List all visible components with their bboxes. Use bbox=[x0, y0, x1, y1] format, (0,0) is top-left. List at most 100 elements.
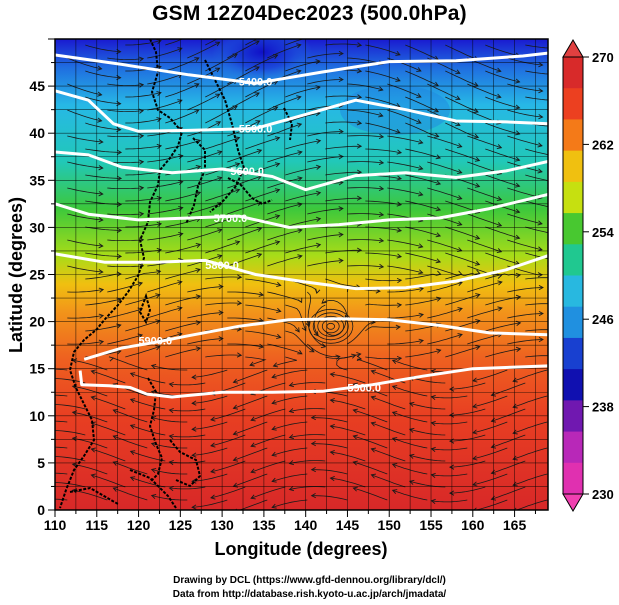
streamline bbox=[227, 253, 262, 267]
streamline bbox=[125, 270, 161, 280]
colorbar-label: 262 bbox=[592, 137, 614, 152]
streamline-arrow bbox=[475, 319, 481, 325]
streamline-arrow bbox=[112, 434, 118, 440]
streamline-arrow bbox=[156, 91, 162, 97]
streamline-arrow bbox=[276, 307, 282, 313]
streamline-arrow bbox=[236, 352, 243, 358]
streamline-arrow bbox=[234, 136, 241, 142]
lat-lon-grid bbox=[55, 39, 548, 510]
streamline-arrow bbox=[391, 489, 398, 494]
streamline-arrow bbox=[210, 442, 216, 448]
y-tick-label: 10 bbox=[29, 408, 45, 424]
streamline-arrow bbox=[352, 408, 358, 414]
streamline-arrow bbox=[537, 142, 543, 148]
streamline bbox=[192, 447, 228, 456]
streamline-arrow bbox=[276, 333, 282, 339]
streamline-arrow bbox=[515, 294, 522, 300]
streamline bbox=[525, 277, 548, 280]
streamline-arrow bbox=[556, 232, 560, 236]
streamline bbox=[285, 330, 315, 353]
streamline bbox=[107, 239, 144, 241]
streamline bbox=[445, 346, 480, 358]
streamline-arrow bbox=[98, 269, 104, 275]
streamline-arrow bbox=[177, 99, 183, 105]
streamline-arrow bbox=[430, 420, 436, 426]
streamline-arrow bbox=[195, 243, 202, 249]
streamline bbox=[107, 187, 144, 189]
colorbar-label: 270 bbox=[592, 50, 614, 65]
streamline bbox=[431, 447, 468, 451]
streamline bbox=[67, 57, 102, 70]
streamline-arrow bbox=[455, 121, 461, 127]
streamline-arrow bbox=[538, 114, 544, 120]
streamline bbox=[472, 369, 508, 382]
streamline bbox=[321, 299, 348, 319]
streamline-arrow bbox=[351, 353, 357, 359]
streamline-arrow bbox=[156, 221, 163, 228]
streamline bbox=[91, 474, 126, 488]
streamline-arrow bbox=[98, 217, 104, 223]
contour-label: 5600.0 bbox=[230, 166, 264, 178]
streamline-arrow bbox=[217, 228, 223, 234]
streamline-arrow bbox=[217, 150, 223, 156]
streamline-arrow bbox=[557, 98, 561, 102]
streamline bbox=[165, 295, 201, 306]
streamline bbox=[427, 83, 461, 100]
streamline-arrow bbox=[512, 455, 518, 461]
streamline bbox=[113, 461, 148, 475]
streamline bbox=[347, 187, 384, 190]
streamline bbox=[205, 79, 238, 98]
streamline-arrow bbox=[449, 438, 455, 444]
streamline bbox=[387, 314, 424, 319]
streamline bbox=[147, 73, 183, 85]
streamline-arrow bbox=[391, 463, 398, 468]
streamline bbox=[187, 312, 223, 319]
streamline-arrow bbox=[191, 400, 197, 406]
streamline bbox=[365, 122, 401, 134]
streamline bbox=[347, 135, 384, 138]
vortex-ring bbox=[308, 308, 354, 344]
streamline-arrow bbox=[254, 66, 260, 72]
streamline bbox=[187, 203, 222, 215]
streamline-arrow bbox=[98, 139, 104, 145]
streamline bbox=[371, 474, 406, 488]
streamline bbox=[507, 313, 544, 319]
streamline bbox=[365, 278, 402, 282]
streamline bbox=[392, 463, 428, 475]
streamline-arrow bbox=[191, 504, 197, 510]
streamline-arrow bbox=[475, 269, 481, 275]
streamline-arrow bbox=[538, 284, 544, 291]
wind-streamlines bbox=[55, 39, 561, 510]
streamline bbox=[507, 339, 544, 345]
streamline bbox=[513, 421, 548, 434]
x-tick-label: 165 bbox=[503, 517, 527, 533]
streamline bbox=[427, 239, 462, 252]
streamline-arrow bbox=[274, 214, 281, 220]
streamline-arrow bbox=[418, 139, 424, 145]
streamline bbox=[227, 149, 262, 163]
streamline bbox=[365, 44, 401, 56]
streamline bbox=[187, 229, 222, 241]
streamline-arrow bbox=[232, 456, 239, 462]
streamline-arrow bbox=[321, 298, 327, 304]
streamline-arrow bbox=[234, 240, 241, 246]
y-tick-label: 35 bbox=[29, 172, 45, 188]
streamline bbox=[285, 166, 321, 176]
streamline-arrow bbox=[234, 162, 241, 168]
streamline bbox=[427, 213, 462, 226]
streamline-arrow bbox=[474, 182, 481, 188]
contour-line-5500 bbox=[55, 89, 548, 133]
streamline bbox=[272, 499, 308, 508]
streamline bbox=[387, 57, 421, 72]
streamline bbox=[107, 265, 144, 267]
streamline bbox=[85, 122, 121, 131]
streamline bbox=[485, 174, 520, 187]
streamline bbox=[55, 446, 68, 449]
streamline-arrow bbox=[455, 69, 461, 75]
streamline-arrow bbox=[274, 188, 281, 194]
streamline-arrow bbox=[512, 377, 518, 383]
streamline-arrow bbox=[258, 291, 265, 297]
colorbar-segment bbox=[563, 462, 583, 495]
streamline bbox=[85, 174, 122, 179]
